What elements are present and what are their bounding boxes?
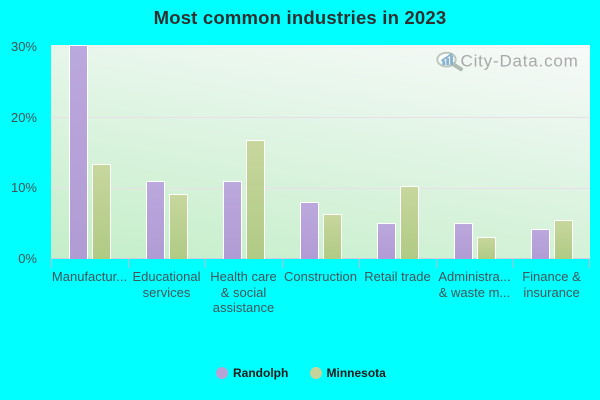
svg-text:City-Data.com: City-Data.com	[461, 52, 579, 71]
